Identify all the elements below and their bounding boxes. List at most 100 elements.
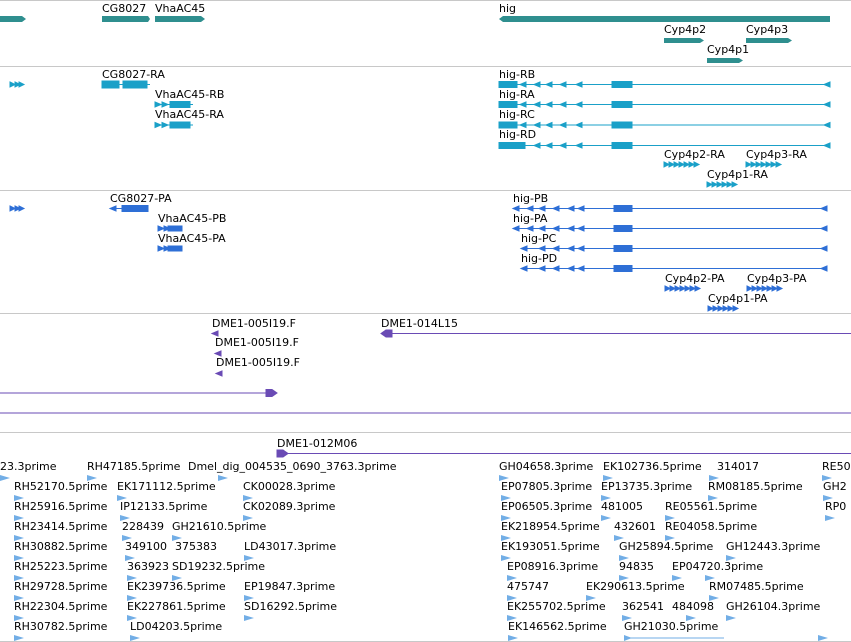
est-label[interactable]: GH25894.5prime bbox=[619, 540, 714, 553]
est-label[interactable]: RE50 bbox=[822, 460, 851, 473]
est-label[interactable]: 484098 bbox=[672, 600, 714, 613]
protein-feature-cg8027-pa[interactable] bbox=[108, 205, 149, 212]
est-label[interactable]: CK02089.3prime bbox=[243, 500, 336, 513]
est-feature[interactable] bbox=[14, 495, 24, 501]
est-feature[interactable] bbox=[130, 635, 140, 641]
transcript-label-vhaac45-rb[interactable]: VhaAC45-RB bbox=[155, 88, 225, 101]
est-label[interactable]: RH29728.5prime bbox=[14, 580, 108, 593]
est-label[interactable]: RE04058.5prime bbox=[665, 520, 758, 533]
est-feature[interactable] bbox=[507, 575, 517, 581]
transcript-label-hig-rb[interactable]: hig-RB bbox=[499, 68, 536, 81]
clone-feature-c4[interactable] bbox=[380, 329, 851, 338]
transcript-feature-vhaac45-rb[interactable] bbox=[154, 101, 193, 108]
protein-feature-hig-pa[interactable] bbox=[511, 225, 828, 232]
est-label[interactable]: EK193051.5prime bbox=[501, 540, 600, 553]
est-label[interactable]: RH47185.5prime bbox=[87, 460, 181, 473]
est-feature[interactable] bbox=[14, 635, 24, 641]
est-feature[interactable] bbox=[501, 495, 511, 501]
est-feature[interactable] bbox=[614, 535, 624, 541]
est-label[interactable]: GH26104.3prime bbox=[726, 600, 821, 613]
transcript-label-cg8027-ra[interactable]: CG8027-RA bbox=[102, 68, 165, 81]
est-label[interactable]: 362541 bbox=[622, 600, 664, 613]
transcript-label-vhaac45-ra[interactable]: VhaAC45-RA bbox=[155, 108, 224, 121]
est-feature[interactable] bbox=[244, 595, 254, 601]
transcript-label-hig-rd[interactable]: hig-RD bbox=[499, 128, 537, 141]
est-label[interactable]: RP0 bbox=[825, 500, 847, 513]
transcript-feature-cyp4p1-ra[interactable] bbox=[706, 181, 739, 188]
est-feature[interactable] bbox=[822, 475, 832, 481]
est-feature[interactable] bbox=[122, 535, 132, 541]
est-label[interactable]: EK255702.5prime bbox=[507, 600, 606, 613]
est-label[interactable]: RH23414.5prime bbox=[14, 520, 108, 533]
gene-label-vhaac45[interactable]: VhaAC45 bbox=[155, 2, 206, 15]
transcript-feature-cyp4p3-ra[interactable] bbox=[745, 161, 783, 168]
est-label[interactable]: 375383 bbox=[175, 540, 217, 553]
est-label[interactable]: SD16292.5prime bbox=[244, 600, 337, 613]
est-feature[interactable] bbox=[172, 575, 182, 581]
est-feature[interactable] bbox=[508, 635, 518, 641]
est-feature[interactable] bbox=[14, 555, 24, 561]
est-feature[interactable] bbox=[14, 595, 24, 601]
clone-feature-c1[interactable] bbox=[210, 330, 219, 337]
protein-feature-cyp4p3-pa[interactable] bbox=[746, 285, 784, 292]
transcript-label-hig-ra[interactable]: hig-RA bbox=[499, 88, 535, 101]
est-feature[interactable] bbox=[125, 555, 135, 561]
est-feature[interactable] bbox=[501, 555, 511, 561]
transcript-label-hig-rc[interactable]: hig-RC bbox=[499, 108, 535, 121]
protein-feature-vhaac45-pb[interactable] bbox=[157, 225, 183, 232]
est-label[interactable]: EK102736.5prime bbox=[603, 460, 702, 473]
est-feature[interactable] bbox=[243, 495, 253, 501]
est-label[interactable]: CK00028.3prime bbox=[243, 480, 336, 493]
est-label[interactable]: GH21030.5prime bbox=[624, 620, 719, 633]
protein-label-cyp4p1-pa[interactable]: Cyp4p1-PA bbox=[708, 292, 768, 305]
est-label[interactable]: EP04720.3prime bbox=[672, 560, 764, 573]
protein-feature-hig-pc[interactable] bbox=[519, 245, 828, 252]
transcript-feature-hig-rd[interactable] bbox=[498, 142, 831, 149]
clone-label-c4[interactable]: DME1-014L15 bbox=[381, 317, 458, 330]
protein-label-hig-pa[interactable]: hig-PA bbox=[513, 212, 548, 225]
est-feature[interactable] bbox=[601, 495, 611, 501]
gene-feature-cyp4p1[interactable] bbox=[707, 58, 743, 63]
est-label[interactable]: IP12133.5prime bbox=[120, 500, 208, 513]
est-feature[interactable] bbox=[823, 495, 833, 501]
est-label[interactable]: EK290613.5prime bbox=[586, 580, 685, 593]
est-label[interactable]: 23.3prime bbox=[0, 460, 57, 473]
est-feature[interactable] bbox=[117, 495, 127, 501]
gene-label-cyp4p2[interactable]: Cyp4p2 bbox=[664, 23, 707, 36]
transcript-feature-vhaac45-ra[interactable] bbox=[154, 121, 193, 129]
est-label[interactable]: LD04203.5prime bbox=[130, 620, 223, 633]
est-feature[interactable] bbox=[726, 555, 736, 561]
est-feature[interactable] bbox=[120, 515, 130, 521]
transcript-feature-hig-ra[interactable] bbox=[498, 101, 831, 108]
gene-feature-hig[interactable] bbox=[499, 16, 830, 22]
est-feature[interactable] bbox=[619, 555, 629, 561]
est-label[interactable]: 228439 bbox=[122, 520, 164, 533]
est-label[interactable]: 349100 bbox=[125, 540, 167, 553]
transcript-label-cyp4p2-ra[interactable]: Cyp4p2-RA bbox=[664, 148, 725, 161]
protein-label-hig-pb[interactable]: hig-PB bbox=[513, 192, 549, 205]
protein-feature-hig-pb[interactable] bbox=[511, 205, 828, 212]
clone-feature-c5[interactable] bbox=[276, 449, 851, 458]
est-label[interactable]: 481005 bbox=[601, 500, 643, 513]
est-feature[interactable] bbox=[127, 595, 137, 601]
est-label[interactable]: GH04658.3prime bbox=[499, 460, 594, 473]
est-label[interactable]: RM07485.5prime bbox=[709, 580, 804, 593]
est-label[interactable]: GH21610.5prime bbox=[172, 520, 267, 533]
transcript-feature-hig-rc[interactable] bbox=[498, 121, 831, 129]
est-feature[interactable] bbox=[705, 575, 715, 581]
est-label[interactable]: RH22304.5prime bbox=[14, 600, 108, 613]
protein-label-cyp4p3-pa[interactable]: Cyp4p3-PA bbox=[747, 272, 807, 285]
gene-label-cyp4p3[interactable]: Cyp4p3 bbox=[746, 23, 789, 36]
est-label[interactable]: LD43017.3prime bbox=[244, 540, 337, 553]
protein-label-vhaac45-pb[interactable]: VhaAC45-PB bbox=[158, 212, 227, 225]
est-feature[interactable] bbox=[708, 495, 718, 501]
est-feature[interactable] bbox=[218, 475, 228, 481]
est-label[interactable]: RH25916.5prime bbox=[14, 500, 108, 513]
est-label[interactable]: RH25223.5prime bbox=[14, 560, 108, 573]
est-feature[interactable] bbox=[243, 515, 253, 521]
protein-label-cg8027-pa[interactable]: CG8027-PA bbox=[110, 192, 172, 205]
est-feature[interactable] bbox=[87, 475, 97, 481]
est-feature[interactable] bbox=[665, 515, 675, 521]
clone-feature-long[interactable] bbox=[0, 389, 278, 397]
est-feature[interactable] bbox=[501, 515, 511, 521]
